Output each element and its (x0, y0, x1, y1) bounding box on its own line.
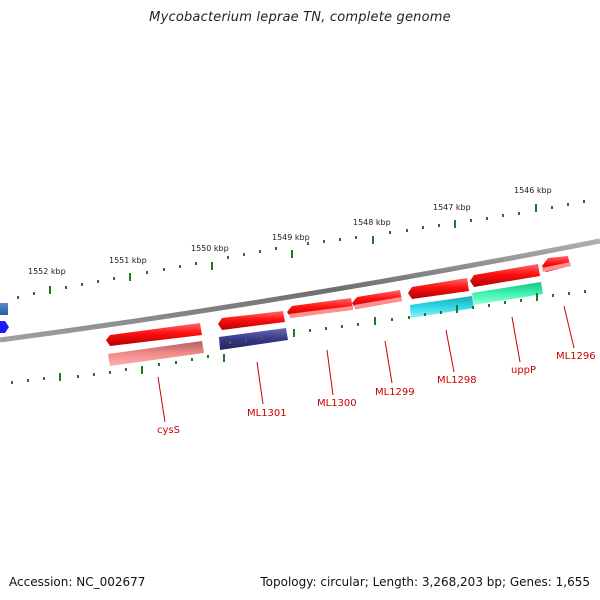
feature-left-edge-steel[interactable] (0, 303, 8, 315)
feature-bars (108, 262, 571, 366)
genome-backbone (0, 238, 600, 343)
gene-cysS[interactable] (106, 323, 202, 346)
gene-label-ml1300: ML1300 (317, 398, 357, 409)
feature-bar-ml1298[interactable] (410, 296, 474, 318)
gene-label-ml1298: ML1298 (437, 375, 477, 386)
gene-label-ml1301: ML1301 (247, 408, 287, 419)
ruler-label-1547: 1547 kbp (433, 203, 471, 212)
gene-uppP[interactable] (470, 264, 540, 287)
gene-label-cysS: cysS (157, 425, 180, 436)
feature-left-edge-blue-arrow[interactable] (0, 321, 9, 333)
gene-ml1301[interactable] (218, 311, 285, 330)
forward-strand-genes (106, 256, 570, 346)
ruler-label-1552: 1552 kbp (28, 267, 66, 276)
accession-text: Accession: NC_002677 (9, 575, 146, 589)
inner-ruler (11, 290, 586, 384)
feature-bar-ml1299[interactable] (354, 297, 402, 309)
feature-bar-ml1300[interactable] (289, 306, 353, 318)
feature-bar-cysS[interactable] (108, 341, 204, 366)
feature-bar-ml1301[interactable] (219, 328, 288, 350)
gene-ml1298[interactable] (408, 278, 469, 299)
map-title: Mycobacterium leprae TN, complete genome (149, 10, 451, 25)
ruler-label-1546: 1546 kbp (514, 186, 552, 195)
gene-label-ml1296: ML1296 (556, 351, 596, 362)
gene-label-uppP: uppP (511, 365, 536, 376)
genome-stats-text: Topology: circular; Length: 3,268,203 bp… (260, 575, 590, 589)
ruler-label-1549: 1549 kbp (272, 233, 310, 242)
gene-label-ml1299: ML1299 (375, 387, 415, 398)
ruler-label-1551: 1551 kbp (109, 256, 147, 265)
feature-bar-ml1296[interactable] (542, 262, 571, 272)
ruler-label-1548: 1548 kbp (353, 218, 391, 227)
outer-ruler (17, 200, 585, 299)
label-leaders (157, 305, 575, 423)
ruler-label-1550: 1550 kbp (191, 244, 229, 253)
feature-bar-uppP[interactable] (472, 282, 543, 305)
